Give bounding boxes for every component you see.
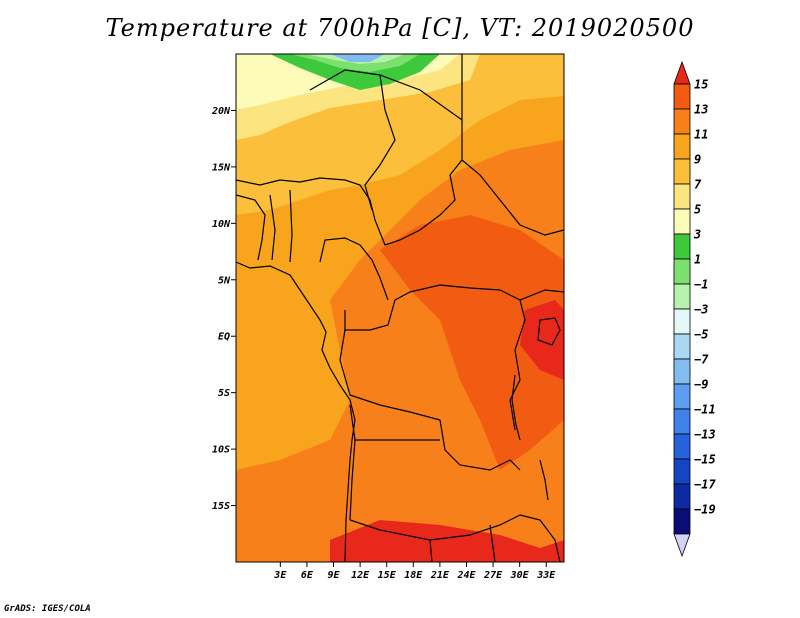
field-east-hot [520,300,564,380]
colorbar-label: 3 [693,228,701,242]
map-borders [236,54,564,562]
border-north-lines [309,54,463,211]
colorbar-label: 15 [694,78,708,92]
lon-tick-label: 18E [404,570,423,581]
colorbar-label: 11 [694,128,708,142]
colorbar-swatch [673,158,691,185]
colorbar-label: −11 [694,403,716,417]
border-central [344,284,564,331]
colorbar-swatch [673,483,691,510]
lat-tick-label: 20N [211,106,231,117]
colorbar-bottom-arrow [673,533,691,558]
colorbar-label: −1 [694,278,708,292]
border-east [461,159,564,431]
colorbar-swatch [673,333,691,360]
colorbar-label: −7 [694,353,709,367]
lake-victoria [537,317,561,346]
field-north-blue [330,54,385,62]
colorbar-label: 1 [694,253,701,267]
border-congo [339,329,521,471]
lon-tick-label: 9E [327,570,340,581]
colorbar-swatch [673,133,691,160]
lon-tick-label: 30E [510,570,530,581]
lon-tick-label: 6E [301,570,314,581]
colorbar-label: 9 [694,153,701,167]
border-south [429,514,561,562]
border-sahel [236,120,463,246]
colorbar-label: −15 [694,453,716,467]
colorbar-swatch [673,308,691,335]
colorbar-top-arrow [673,60,691,85]
colorbar-swatch [673,458,691,485]
colorbar-swatch [673,283,691,310]
field-southwest-warm [236,470,300,530]
colorbar-label: 7 [694,178,702,192]
border-west-africa [236,189,293,263]
temperature-field [236,54,564,562]
colorbar-swatch [673,258,691,285]
lon-tick-label: 27E [483,570,503,581]
colorbar-swatch [673,83,691,110]
colorbar-swatch [673,208,691,235]
lat-tick-label: 10N [212,219,231,230]
lon-tick-label: 15E [378,570,397,581]
lake-malawi [539,459,549,501]
colorbar-label: 13 [694,103,708,117]
colorbar-label: −19 [694,503,716,517]
colorbar-swatch [673,183,691,210]
lat-tick-label: 5S [218,388,230,399]
credit-text: GrADS: IGES/COLA [4,604,91,614]
lon-tick-label: 24E [456,570,476,581]
lon-tick-label: 12E [351,570,370,581]
colorbar-swatch [673,408,691,435]
plot-frame [235,53,565,563]
lon-tick-label: 33E [536,570,556,581]
lon-tick-label: 3E [273,570,287,581]
colorbar-label: −17 [694,478,716,492]
latitude-axis: 20N 15N 10N 5N EQ 5S 10S 15S [211,106,236,512]
colorbar-swatch [673,433,691,460]
coastline [236,261,356,562]
colorbar-swatch [673,233,691,260]
lake-tanganyika [511,374,521,441]
field-south-hot [330,520,564,562]
border-nigeria [319,237,389,301]
colorbar-swatch [673,358,691,385]
longitude-axis: 3E 6E 9E 12E 15E 18E 21E 24E 27E 30E 33E [273,562,556,581]
colorbar-swatch [673,383,691,410]
colorbar-label: −3 [694,303,708,317]
lon-tick-label: 21E [430,570,450,581]
border-angola [349,404,521,541]
map-title: Temperature at 700hPa [C], VT: 201902050… [105,14,695,42]
field-central-hot [380,215,564,470]
lat-tick-label: 15S [212,501,230,512]
colorbar-label: 5 [694,203,701,217]
colorbar-swatch [673,508,691,535]
lat-tick-label: EQ [218,332,230,343]
colorbar-label: −5 [694,328,708,342]
colorbar-label: −13 [694,428,716,442]
lat-tick-label: 15N [212,162,231,173]
colorbar: 15 13 11 9 7 5 3 1 −1 −3 −5 −7 −9 −11 −13 −15 −17 −19 [673,60,716,558]
lat-tick-label: 10S [212,445,230,456]
lat-tick-label: 5N [218,275,231,286]
colorbar-swatch [673,108,691,135]
colorbar-label: −9 [694,378,708,392]
